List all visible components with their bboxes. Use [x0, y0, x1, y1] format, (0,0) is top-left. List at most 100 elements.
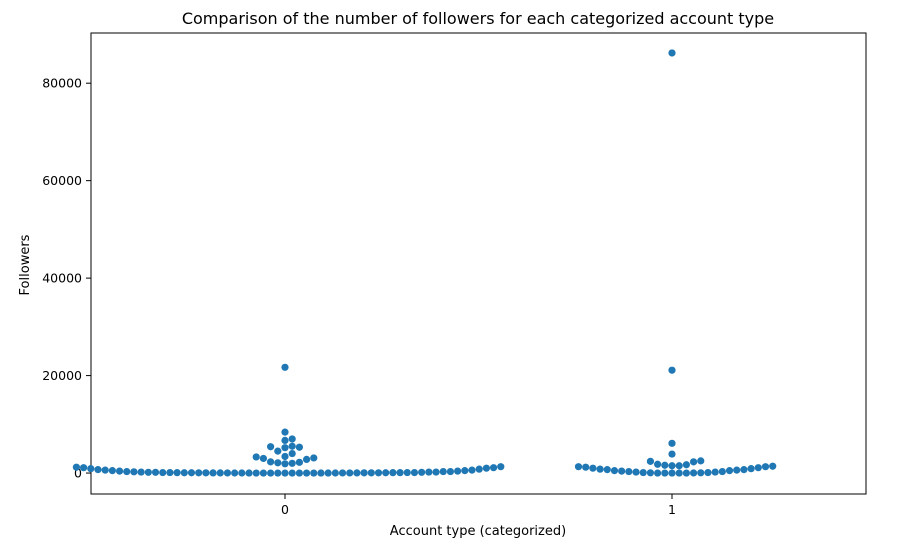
- data-point: [668, 49, 676, 57]
- data-point: [454, 467, 462, 475]
- data-point: [281, 452, 289, 461]
- data-point: [187, 469, 196, 477]
- data-point: [482, 464, 490, 472]
- data-point: [704, 468, 712, 477]
- data-point: [288, 449, 296, 458]
- data-point: [697, 457, 705, 465]
- data-point: [668, 439, 676, 447]
- data-point: [446, 467, 455, 476]
- data-point: [410, 468, 419, 477]
- data-point: [461, 467, 469, 475]
- data-point: [425, 468, 433, 476]
- data-point: [80, 464, 88, 472]
- data-point: [668, 469, 676, 477]
- data-point: [245, 469, 253, 477]
- data-point: [87, 465, 95, 473]
- data-point: [324, 469, 332, 477]
- data-point: [195, 469, 203, 477]
- data-point: [403, 468, 411, 477]
- data-point: [317, 469, 325, 477]
- data-point: [711, 468, 719, 476]
- data-point: [295, 469, 303, 477]
- data-point: [137, 468, 145, 476]
- data-point: [94, 466, 102, 474]
- data-point: [675, 469, 683, 477]
- data-point: [675, 462, 683, 470]
- x-tick-label: 0: [281, 502, 289, 517]
- data-point: [646, 469, 655, 477]
- data-point: [497, 463, 505, 471]
- data-point: [689, 458, 698, 466]
- data-point: [697, 469, 705, 477]
- data-point: [252, 469, 260, 477]
- data-point: [288, 435, 296, 443]
- data-point: [281, 436, 289, 444]
- data-point: [689, 469, 698, 477]
- x-axis-label: Account type (categorized): [390, 524, 566, 539]
- plot-area: [90, 32, 867, 495]
- x-tick-label: 1: [668, 502, 676, 517]
- data-point: [661, 461, 669, 469]
- y-tick-label: 0: [74, 466, 82, 481]
- y-tick-label: 60000: [42, 173, 82, 188]
- data-point: [115, 467, 124, 475]
- data-point: [173, 469, 181, 477]
- data-point: [432, 468, 440, 476]
- data-point: [682, 469, 690, 477]
- data-point: [281, 444, 289, 452]
- data-point: [718, 467, 726, 476]
- y-axis-label: Followers: [18, 234, 33, 295]
- data-point: [733, 466, 741, 474]
- data-point: [202, 469, 210, 477]
- y-tick-label: 40000: [42, 271, 82, 286]
- data-point: [747, 465, 755, 473]
- data-point: [281, 460, 289, 468]
- data-point: [625, 467, 633, 476]
- data-point: [259, 469, 268, 477]
- data-point: [468, 466, 476, 474]
- data-point: [302, 455, 311, 463]
- data-point: [310, 454, 318, 462]
- data-point: [144, 468, 152, 476]
- data-point: [668, 462, 676, 470]
- data-point: [101, 466, 109, 474]
- data-point: [668, 366, 676, 374]
- data-points: [72, 49, 777, 477]
- data-point: [610, 467, 619, 475]
- data-point: [360, 469, 368, 477]
- chart-title: Comparison of the number of followers fo…: [182, 9, 774, 28]
- data-point: [231, 469, 239, 477]
- data-point: [740, 466, 748, 474]
- data-point: [632, 468, 640, 476]
- data-point: [288, 469, 296, 477]
- data-point: [582, 463, 590, 471]
- data-point: [238, 469, 246, 477]
- data-point: [654, 460, 662, 468]
- data-point: [267, 458, 275, 466]
- data-point: [382, 469, 390, 477]
- data-point: [661, 469, 669, 477]
- data-point: [216, 469, 224, 477]
- data-point: [331, 469, 339, 477]
- data-point: [475, 465, 483, 473]
- y-axis: 0 20000 40000 60000 80000: [42, 76, 91, 481]
- data-point: [295, 443, 303, 451]
- data-point: [281, 363, 289, 371]
- data-point: [310, 469, 318, 477]
- y-tick-label: 20000: [42, 368, 82, 383]
- data-point: [338, 469, 347, 477]
- data-point: [574, 463, 583, 471]
- data-point: [166, 468, 174, 477]
- data-point: [654, 469, 662, 477]
- data-point: [367, 469, 375, 477]
- data-point: [72, 463, 81, 471]
- data-point: [281, 469, 289, 477]
- data-point: [151, 468, 160, 476]
- data-point: [589, 464, 597, 472]
- data-point: [209, 469, 217, 477]
- data-point: [353, 469, 361, 477]
- data-point: [295, 458, 303, 466]
- data-point: [389, 469, 397, 477]
